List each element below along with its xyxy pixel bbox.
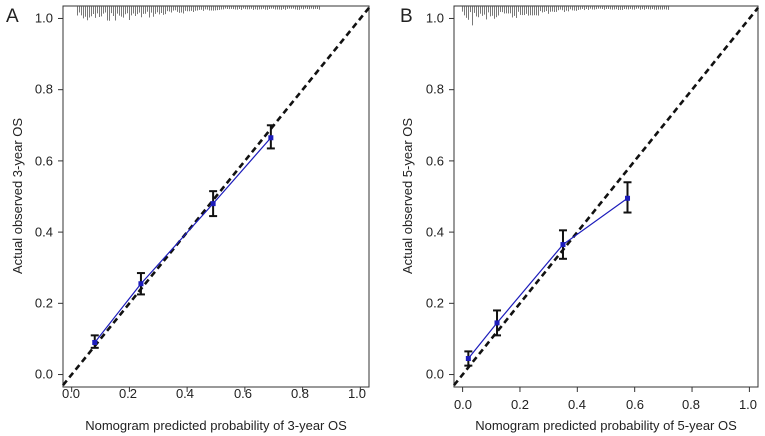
panel-letter: B: [400, 6, 413, 27]
calibration-point: [625, 195, 631, 201]
panel-letter: A: [6, 6, 19, 27]
calibration-point: [494, 320, 500, 326]
x-tick-label: 0.2: [119, 386, 137, 401]
y-tick-label: 1.0: [426, 10, 444, 25]
x-tick-label: 0.0: [454, 397, 472, 412]
x-tick-label: 0.6: [234, 386, 252, 401]
y-tick-label: 0.8: [426, 81, 444, 96]
calibration-series: [464, 181, 632, 367]
calibration-point: [92, 339, 98, 345]
rug-marks: [77, 6, 320, 21]
y-tick-label: 0.0: [426, 366, 444, 381]
y-tick-label: 0.6: [35, 153, 53, 168]
x-axis-ticks: [71, 387, 361, 392]
y-axis-ticks: [58, 17, 63, 376]
calibration-point: [210, 201, 216, 207]
x-axis-title: Nomogram predicted probability of 3-year…: [85, 418, 347, 433]
plot-frame: [453, 5, 759, 388]
x-tick-label: 0.8: [682, 397, 700, 412]
x-tick-label: 0.8: [291, 386, 309, 401]
x-axis-title: Nomogram predicted probability of 5-year…: [475, 418, 737, 433]
y-tick-label: 0.0: [35, 366, 53, 381]
x-tick-label: 0.4: [568, 397, 586, 412]
calibration-point: [560, 242, 566, 248]
calibration-line: [94, 137, 272, 343]
ideal-reference-line: [452, 6, 760, 387]
y-tick-label: 0.6: [426, 153, 444, 168]
panel-a: A 0.0 0.2 0.4 0.6 0.8 1.0 0.0 0.2 0.4 0.…: [6, 5, 371, 433]
y-tick-label: 0.2: [35, 295, 53, 310]
x-tick-label: 0.2: [511, 397, 529, 412]
y-tick-label: 0.4: [426, 224, 444, 239]
rug-marks: [462, 6, 670, 26]
plot-frame: [62, 5, 370, 388]
y-axis-title: Actual observed 5-year OS: [400, 118, 415, 274]
x-tick-label: 0.4: [176, 386, 194, 401]
x-axis-ticks: [462, 387, 750, 392]
calibration-point: [268, 135, 274, 141]
y-axis-ticks: [449, 17, 454, 376]
x-tick-label: 1.0: [348, 386, 366, 401]
y-tick-label: 0.8: [35, 81, 53, 96]
x-tick-label: 1.0: [739, 397, 757, 412]
calibration-line: [467, 197, 628, 359]
x-tick-label: 0.6: [626, 397, 644, 412]
calibration-point: [138, 281, 144, 287]
y-tick-label: 0.4: [35, 224, 53, 239]
y-tick-label: 1.0: [35, 10, 53, 25]
y-axis-title: Actual observed 3-year OS: [10, 118, 25, 274]
calibration-series: [90, 124, 275, 349]
ideal-reference-line: [61, 6, 371, 387]
panel-b: B 0.0 0.2 0.4 0.6 0.8 1.0 0.0 0.2 0.4 0.…: [400, 5, 760, 433]
y-tick-label: 0.2: [426, 295, 444, 310]
x-tick-label: 0.0: [62, 386, 80, 401]
calibration-point: [465, 356, 471, 362]
